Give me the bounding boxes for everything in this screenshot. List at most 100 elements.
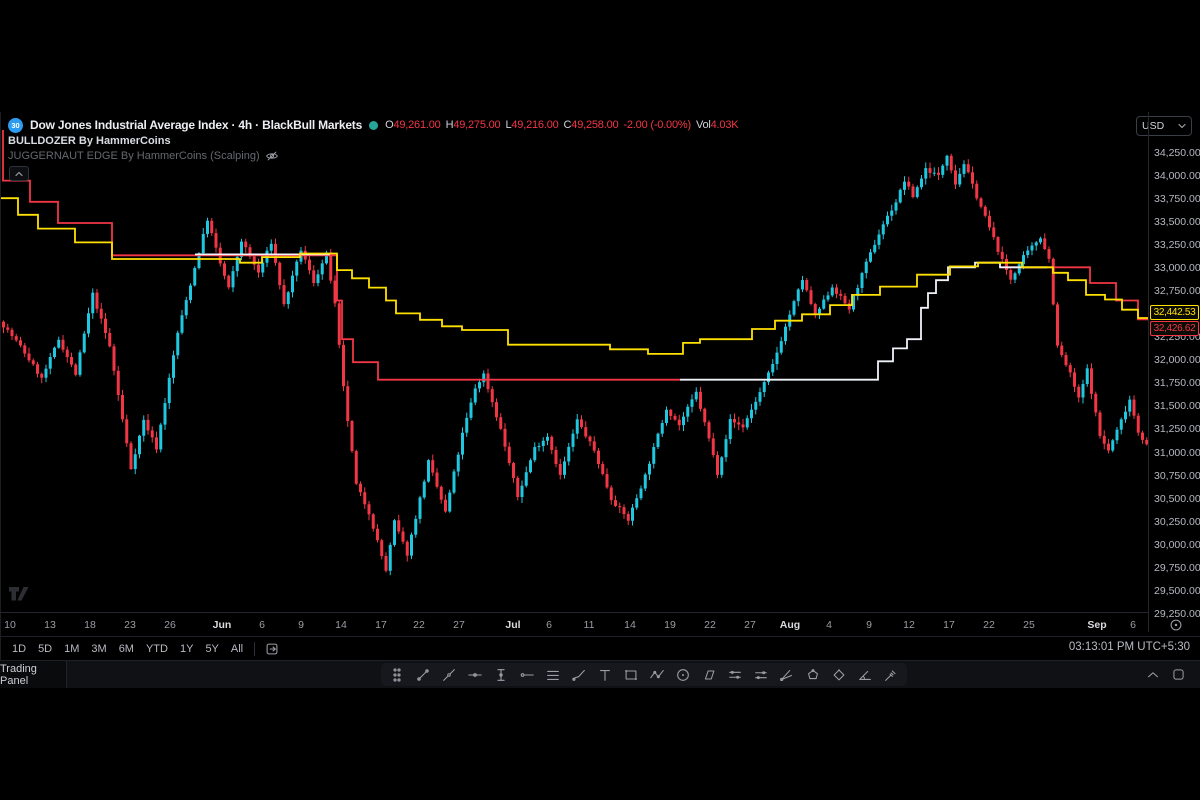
parallelogram-icon[interactable] bbox=[697, 664, 721, 685]
volume-value: 4.03K bbox=[710, 119, 739, 131]
price-tick-label: 33,250.00 bbox=[1154, 239, 1200, 252]
short-position-icon[interactable] bbox=[749, 664, 773, 685]
range-button-3m[interactable]: 3M bbox=[91, 642, 107, 655]
drag-handle[interactable] bbox=[385, 664, 409, 685]
pattern-icon[interactable] bbox=[645, 664, 669, 685]
price-tick-label: 29,500.00 bbox=[1154, 584, 1200, 597]
rotated-rectangle-icon[interactable] bbox=[827, 664, 851, 685]
cross-line-icon[interactable] bbox=[489, 664, 513, 685]
time-tick-label: 23 bbox=[124, 619, 136, 631]
time-tick-label: 10 bbox=[4, 619, 16, 631]
toolbar-separator-top bbox=[0, 636, 1200, 637]
indicator-price-badge: 32,426.62 bbox=[1150, 320, 1199, 336]
brush-icon[interactable] bbox=[567, 664, 591, 685]
price-tick-label: 29,250.00 bbox=[1154, 607, 1200, 620]
angle-icon[interactable] bbox=[853, 664, 877, 685]
close-value: 49,258.00 bbox=[571, 119, 619, 131]
time-tick-label: Jun bbox=[212, 619, 232, 631]
price-tick-label: 34,250.00 bbox=[1154, 147, 1200, 159]
price-tick-label: 33,000.00 bbox=[1154, 262, 1200, 275]
juggernaut-white-line bbox=[680, 261, 1047, 381]
price-tick-label: 31,500.00 bbox=[1154, 400, 1200, 413]
tradingview-logo[interactable] bbox=[8, 586, 30, 607]
time-tick-label: 27 bbox=[453, 619, 465, 631]
horizontal-line-icon[interactable] bbox=[463, 664, 487, 685]
time-tick-label: 17 bbox=[375, 619, 387, 631]
text-icon[interactable] bbox=[593, 664, 617, 685]
range-button-5d[interactable]: 5D bbox=[38, 642, 53, 655]
rectangle-icon[interactable] bbox=[619, 664, 643, 685]
range-divider bbox=[254, 641, 256, 656]
price-tick-label: 30,000.00 bbox=[1154, 538, 1200, 551]
range-button-ytd[interactable]: YTD bbox=[145, 642, 168, 655]
eyedropper-icon[interactable] bbox=[879, 664, 903, 685]
price-tick-label: 32,750.00 bbox=[1154, 285, 1200, 298]
open-label: O bbox=[385, 119, 394, 131]
go-to-date-icon[interactable] bbox=[260, 638, 284, 659]
range-button-1y[interactable]: 1Y bbox=[179, 642, 194, 655]
juggernaut-yellow-line bbox=[0, 197, 1148, 355]
price-tick-label: 30,750.00 bbox=[1154, 469, 1200, 482]
time-tick-label: 17 bbox=[943, 619, 955, 631]
time-tick-label: 25 bbox=[1023, 619, 1035, 631]
forecast-icon[interactable] bbox=[775, 664, 799, 685]
time-tick-label: 19 bbox=[664, 619, 676, 631]
time-tick-label: 6 bbox=[546, 619, 552, 631]
trend-line-icon[interactable] bbox=[411, 664, 435, 685]
visibility-off-icon[interactable] bbox=[265, 150, 279, 162]
horizontal-ray-icon[interactable] bbox=[515, 664, 539, 685]
close-label: C bbox=[563, 119, 572, 131]
price-tick-label: 29,750.00 bbox=[1154, 561, 1200, 574]
range-button-1d[interactable]: 1D bbox=[12, 642, 27, 655]
ellipse-icon[interactable] bbox=[671, 664, 695, 685]
time-tick-label: 22 bbox=[983, 619, 995, 631]
low-label: L bbox=[505, 119, 512, 131]
price-tick-label: 30,250.00 bbox=[1154, 515, 1200, 528]
maximize-icon[interactable] bbox=[1171, 667, 1186, 682]
legend-collapse-button[interactable] bbox=[9, 166, 29, 181]
time-tick-label: 22 bbox=[413, 619, 425, 631]
high-value: 49,275.00 bbox=[453, 119, 501, 131]
parallel-channel-icon[interactable] bbox=[541, 664, 565, 685]
symbol-logo-icon[interactable]: 30 bbox=[8, 117, 23, 133]
price-tick-label: 32,000.00 bbox=[1154, 354, 1200, 367]
time-tick-label: 6 bbox=[259, 619, 265, 631]
time-tick-label: 4 bbox=[826, 619, 832, 631]
time-tick-label: 26 bbox=[164, 619, 176, 631]
bulldozer-red-line bbox=[2, 130, 680, 381]
range-button-5y[interactable]: 5Y bbox=[205, 642, 219, 655]
polygon-icon[interactable] bbox=[801, 664, 825, 685]
indicator-legend-bulldozer[interactable]: BULLDOZER By HammerCoins bbox=[8, 135, 171, 147]
trend-based-line-icon[interactable] bbox=[437, 664, 461, 685]
candles bbox=[2, 153, 1148, 576]
price-tick-label: 31,250.00 bbox=[1154, 423, 1200, 436]
time-tick-label: 22 bbox=[704, 619, 716, 631]
price-tick-label: 31,750.00 bbox=[1154, 377, 1200, 390]
ohlc-readout: O49,261.00 H49,275.00 L49,216.00 C49,258… bbox=[385, 119, 739, 131]
market-status-icon[interactable] bbox=[369, 120, 379, 130]
time-tick-label: 6 bbox=[1130, 619, 1136, 631]
range-button-1m[interactable]: 1M bbox=[64, 642, 80, 655]
pane-edge bbox=[0, 112, 1, 688]
indicator-legend-juggernaut-label: JUGGERNAUT EDGE By HammerCoins (Scalping… bbox=[8, 150, 260, 162]
open-value: 49,261.00 bbox=[393, 119, 441, 131]
price-tick-label: 30,500.00 bbox=[1154, 492, 1200, 505]
drawing-toolbar bbox=[381, 663, 907, 686]
indicator-legend-juggernaut[interactable]: JUGGERNAUT EDGE By HammerCoins (Scalping… bbox=[8, 150, 279, 162]
range-button-all[interactable]: All bbox=[230, 642, 244, 655]
long-position-icon[interactable] bbox=[723, 664, 747, 685]
time-tick-label: 11 bbox=[583, 619, 595, 631]
symbol-title[interactable]: Dow Jones Industrial Average Index · 4h … bbox=[30, 118, 363, 132]
currency-selector[interactable]: USD bbox=[1136, 116, 1192, 136]
scroll-to-realtime-icon[interactable] bbox=[1168, 617, 1184, 633]
time-tick-label: 14 bbox=[624, 619, 636, 631]
price-tick-label: 31,000.00 bbox=[1154, 446, 1200, 459]
range-button-6m[interactable]: 6M bbox=[118, 642, 134, 655]
trading-panel-tab[interactable]: Trading Panel bbox=[0, 661, 67, 688]
clock-display[interactable]: 03:13:01 PM UTC+5:30 bbox=[1068, 641, 1190, 653]
time-tick-label: 14 bbox=[335, 619, 347, 631]
volume-label: Vol bbox=[695, 119, 711, 131]
collapse-panel-icon[interactable] bbox=[1145, 667, 1161, 683]
price-chart[interactable] bbox=[0, 0, 1148, 612]
